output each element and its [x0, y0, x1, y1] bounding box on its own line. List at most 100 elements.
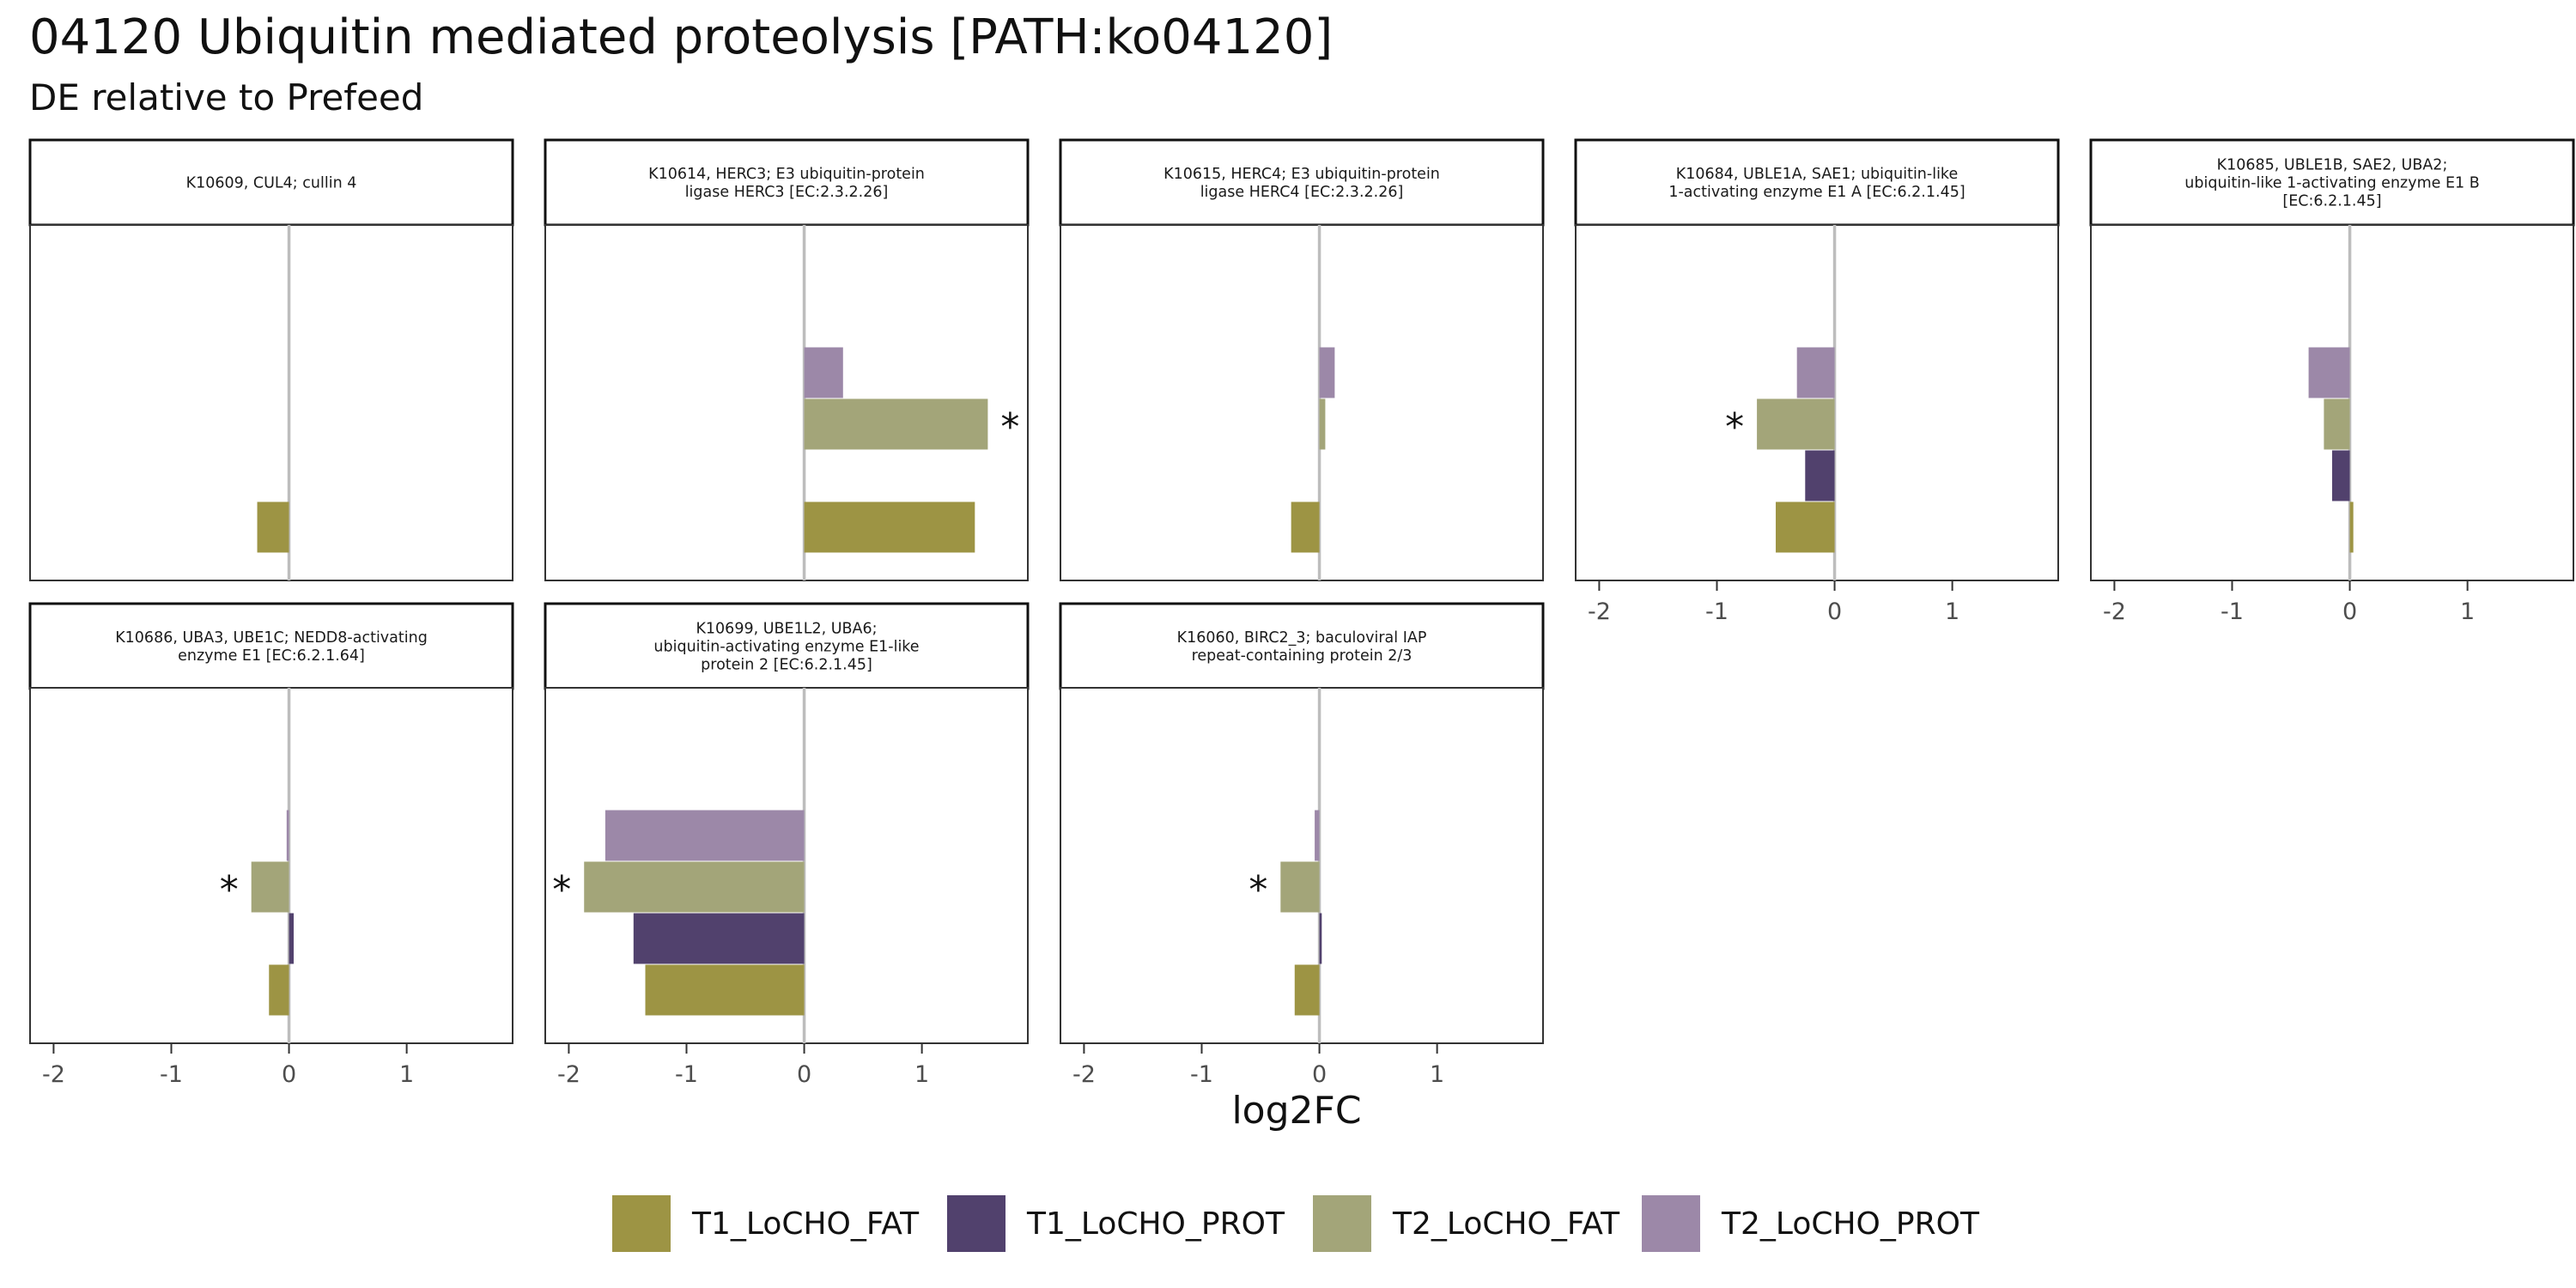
bar-t1-locho-fat	[1776, 501, 1835, 553]
facet-panel: K10615, HERC4; E3 ubiquitin-proteinligas…	[1059, 138, 1545, 581]
legend-key	[947, 1195, 1005, 1252]
legend-item: T2_LoCHO_PROT	[1642, 1195, 1980, 1252]
x-tick-label: 0	[1312, 1061, 1327, 1088]
facet-strip-label: enzyme E1 [EC:6.2.1.64]	[178, 647, 365, 665]
bar-t1-locho-fat	[2349, 501, 2354, 553]
significance-asterisk: *	[1249, 868, 1267, 912]
x-tick-label: 1	[1430, 1061, 1444, 1088]
legend-key	[612, 1195, 671, 1252]
bar-t1-locho-prot	[633, 913, 805, 964]
facet-panel: K10609, CUL4; cullin 4	[28, 138, 514, 581]
x-tick-label: 1	[399, 1061, 414, 1088]
chart-title: 04120 Ubiquitin mediated proteolysis [PA…	[29, 9, 1333, 65]
bar-t2-locho-fat	[804, 398, 988, 450]
legend-label: T1_LoCHO_FAT	[691, 1206, 920, 1242]
legend-item: T1_LoCHO_PROT	[947, 1195, 1285, 1252]
bar-t1-locho-fat	[1291, 501, 1320, 553]
x-tick-label: -1	[2221, 598, 2244, 625]
facet-strip-label: ubiquitin-activating enzyme E1-like	[653, 639, 919, 656]
facet-strip	[1574, 138, 2060, 227]
x-tick-label: 1	[914, 1061, 929, 1088]
x-tick-label: -2	[557, 1061, 580, 1088]
facet-strip	[1059, 138, 1545, 227]
x-tick-label: 0	[797, 1061, 811, 1088]
bar-t1-locho-fat	[257, 501, 289, 553]
facet-panel: K10686, UBA3, UBE1C; NEDD8-activatingenz…	[28, 602, 514, 1088]
facet-strip-label: K10685, UBLE1B, SAE2, UBA2;	[2217, 157, 2448, 174]
facet-strip	[28, 602, 514, 690]
significance-asterisk: *	[552, 868, 571, 912]
bar-t2-locho-prot	[286, 810, 289, 861]
legend-key	[1313, 1195, 1371, 1252]
facet-panel: K10699, UBE1L2, UBA6;ubiquitin-activatin…	[544, 602, 1030, 1088]
facet-strip-label: K16060, BIRC2_3; baculoviral IAP	[1177, 629, 1427, 647]
x-tick-label: 0	[1827, 598, 1842, 625]
bar-t2-locho-prot	[2308, 347, 2350, 398]
x-tick-label: -1	[160, 1061, 183, 1088]
legend: T1_LoCHO_FAT T1_LoCHO_PROT T2_LoCHO_FAT T2_…	[612, 1195, 1980, 1252]
facet-panels: K10609, CUL4; cullin 4 K10614, HERC3; E3 …	[28, 138, 2575, 1088]
facet-strip-label: protein 2 [EC:6.2.1.45]	[701, 657, 872, 674]
bar-t2-locho-fat	[1757, 398, 1835, 450]
bar-t1-locho-fat	[1294, 964, 1320, 1016]
x-tick-label: -2	[2103, 598, 2126, 625]
bar-t1-locho-fat	[269, 964, 289, 1016]
x-tick-label: -1	[1705, 598, 1728, 625]
bar-t1-locho-prot	[289, 913, 295, 964]
bar-t2-locho-fat	[251, 861, 289, 913]
facet-strip-label: K10615, HERC4; E3 ubiquitin-protein	[1163, 166, 1440, 183]
bar-t2-locho-prot	[1319, 347, 1335, 398]
legend-label: T2_LoCHO_PROT	[1721, 1206, 1980, 1242]
bar-t2-locho-fat	[584, 861, 805, 913]
facet-panel: K10685, UBLE1B, SAE2, UBA2;ubiquitin-lik…	[2089, 138, 2575, 625]
legend-label: T2_LoCHO_FAT	[1392, 1206, 1620, 1242]
bar-t1-locho-prot	[1805, 450, 1835, 501]
facet-strip-label: ligase HERC4 [EC:2.3.2.26]	[1200, 184, 1404, 201]
x-tick-label: 1	[2460, 598, 2475, 625]
facet-strip	[28, 138, 514, 227]
facet-strip-label: K10609, CUL4; cullin 4	[186, 175, 357, 192]
x-tick-label: -2	[42, 1061, 65, 1088]
bar-t1-locho-fat	[804, 501, 975, 553]
facet-strip	[544, 602, 1030, 690]
facet-strip	[1059, 602, 1545, 690]
facet-strip-label: [EC:6.2.1.45]	[2282, 193, 2381, 210]
bar-t1-locho-fat	[645, 964, 805, 1016]
bar-t1-locho-prot	[2332, 450, 2350, 501]
significance-asterisk: *	[1725, 405, 1744, 449]
facet-panel: K16060, BIRC2_3; baculoviral IAPrepeat-c…	[1059, 602, 1545, 1088]
bar-t2-locho-fat	[1319, 398, 1326, 450]
significance-asterisk: *	[220, 868, 239, 912]
facet-strip-label: 1-activating enzyme E1 A [EC:6.2.1.45]	[1668, 184, 1965, 201]
bar-t2-locho-prot	[1796, 347, 1835, 398]
facet-strip-label: K10614, HERC3; E3 ubiquitin-protein	[648, 166, 925, 183]
facet-strip-label: ubiquitin-like 1-activating enzyme E1 B	[2184, 175, 2479, 192]
facet-strip-label: K10699, UBE1L2, UBA6;	[696, 621, 877, 638]
facet-panel: K10614, HERC3; E3 ubiquitin-proteinligas…	[544, 138, 1030, 581]
legend-label: T1_LoCHO_PROT	[1026, 1206, 1285, 1242]
chart-subtitle: DE relative to Prefeed	[29, 76, 423, 118]
bar-t2-locho-prot	[804, 347, 843, 398]
bar-t1-locho-prot	[1319, 913, 1322, 964]
legend-item: T1_LoCHO_FAT	[612, 1195, 920, 1252]
x-tick-label: -1	[675, 1061, 698, 1088]
legend-key	[1642, 1195, 1700, 1252]
x-tick-label: 0	[282, 1061, 296, 1088]
significance-asterisk: *	[1000, 405, 1019, 449]
bar-t2-locho-fat	[2324, 398, 2350, 450]
bar-t2-locho-prot	[605, 810, 805, 861]
bar-t2-locho-fat	[1280, 861, 1320, 913]
x-axis-title: log2FC	[1231, 1089, 1361, 1133]
facet-panel: K10684, UBLE1A, SAE1; ubiquitin-like1-ac…	[1574, 138, 2060, 625]
x-tick-label: 1	[1945, 598, 1959, 625]
x-tick-label: 0	[2342, 598, 2357, 625]
facet-strip-label: K10686, UBA3, UBE1C; NEDD8-activating	[115, 629, 428, 647]
bar-t2-locho-prot	[1315, 810, 1320, 861]
x-tick-label: -1	[1190, 1061, 1213, 1088]
x-tick-label: -2	[1072, 1061, 1096, 1088]
facet-strip-label: repeat-containing protein 2/3	[1192, 647, 1413, 665]
x-tick-label: -2	[1588, 598, 1611, 625]
facet-strip-label: ligase HERC3 [EC:2.3.2.26]	[685, 184, 889, 201]
